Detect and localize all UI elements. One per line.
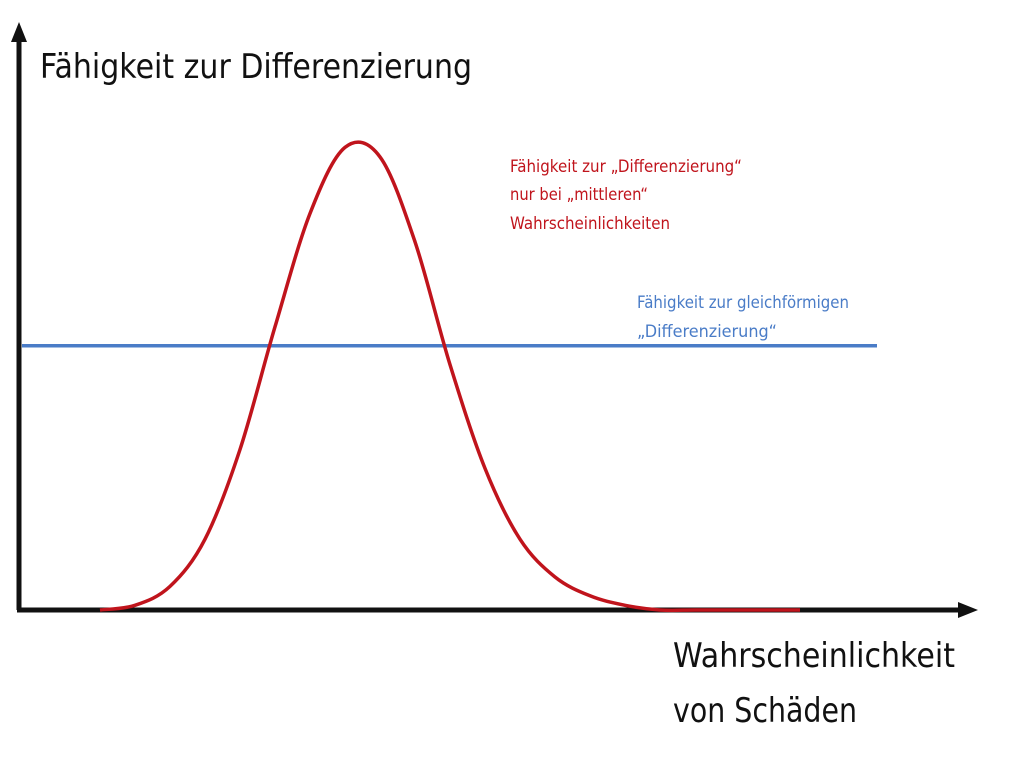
annotation-blue-line-1: Fähigkeit zur gleichförmigen [637,293,849,313]
y-axis-arrowhead [11,22,27,42]
annotation-blue-line-2: „Differenzierung“ [637,322,777,342]
x-axis-arrowhead [958,602,978,618]
annotation-red-line-2: nur bei „mittleren“ [510,185,648,205]
series-line-medium-probability [99,140,800,613]
annotation-red-line-1: Fähigkeit zur „Differenzierung“ [510,157,742,177]
x-axis-label-line-2: von Schäden [673,691,857,731]
chart-title: Fähigkeit zur Differenzierung [40,47,472,87]
annotation-red-line-3: Wahrscheinlichkeiten [510,214,670,234]
x-axis-label-line-1: Wahrscheinlichkeit [673,636,955,676]
